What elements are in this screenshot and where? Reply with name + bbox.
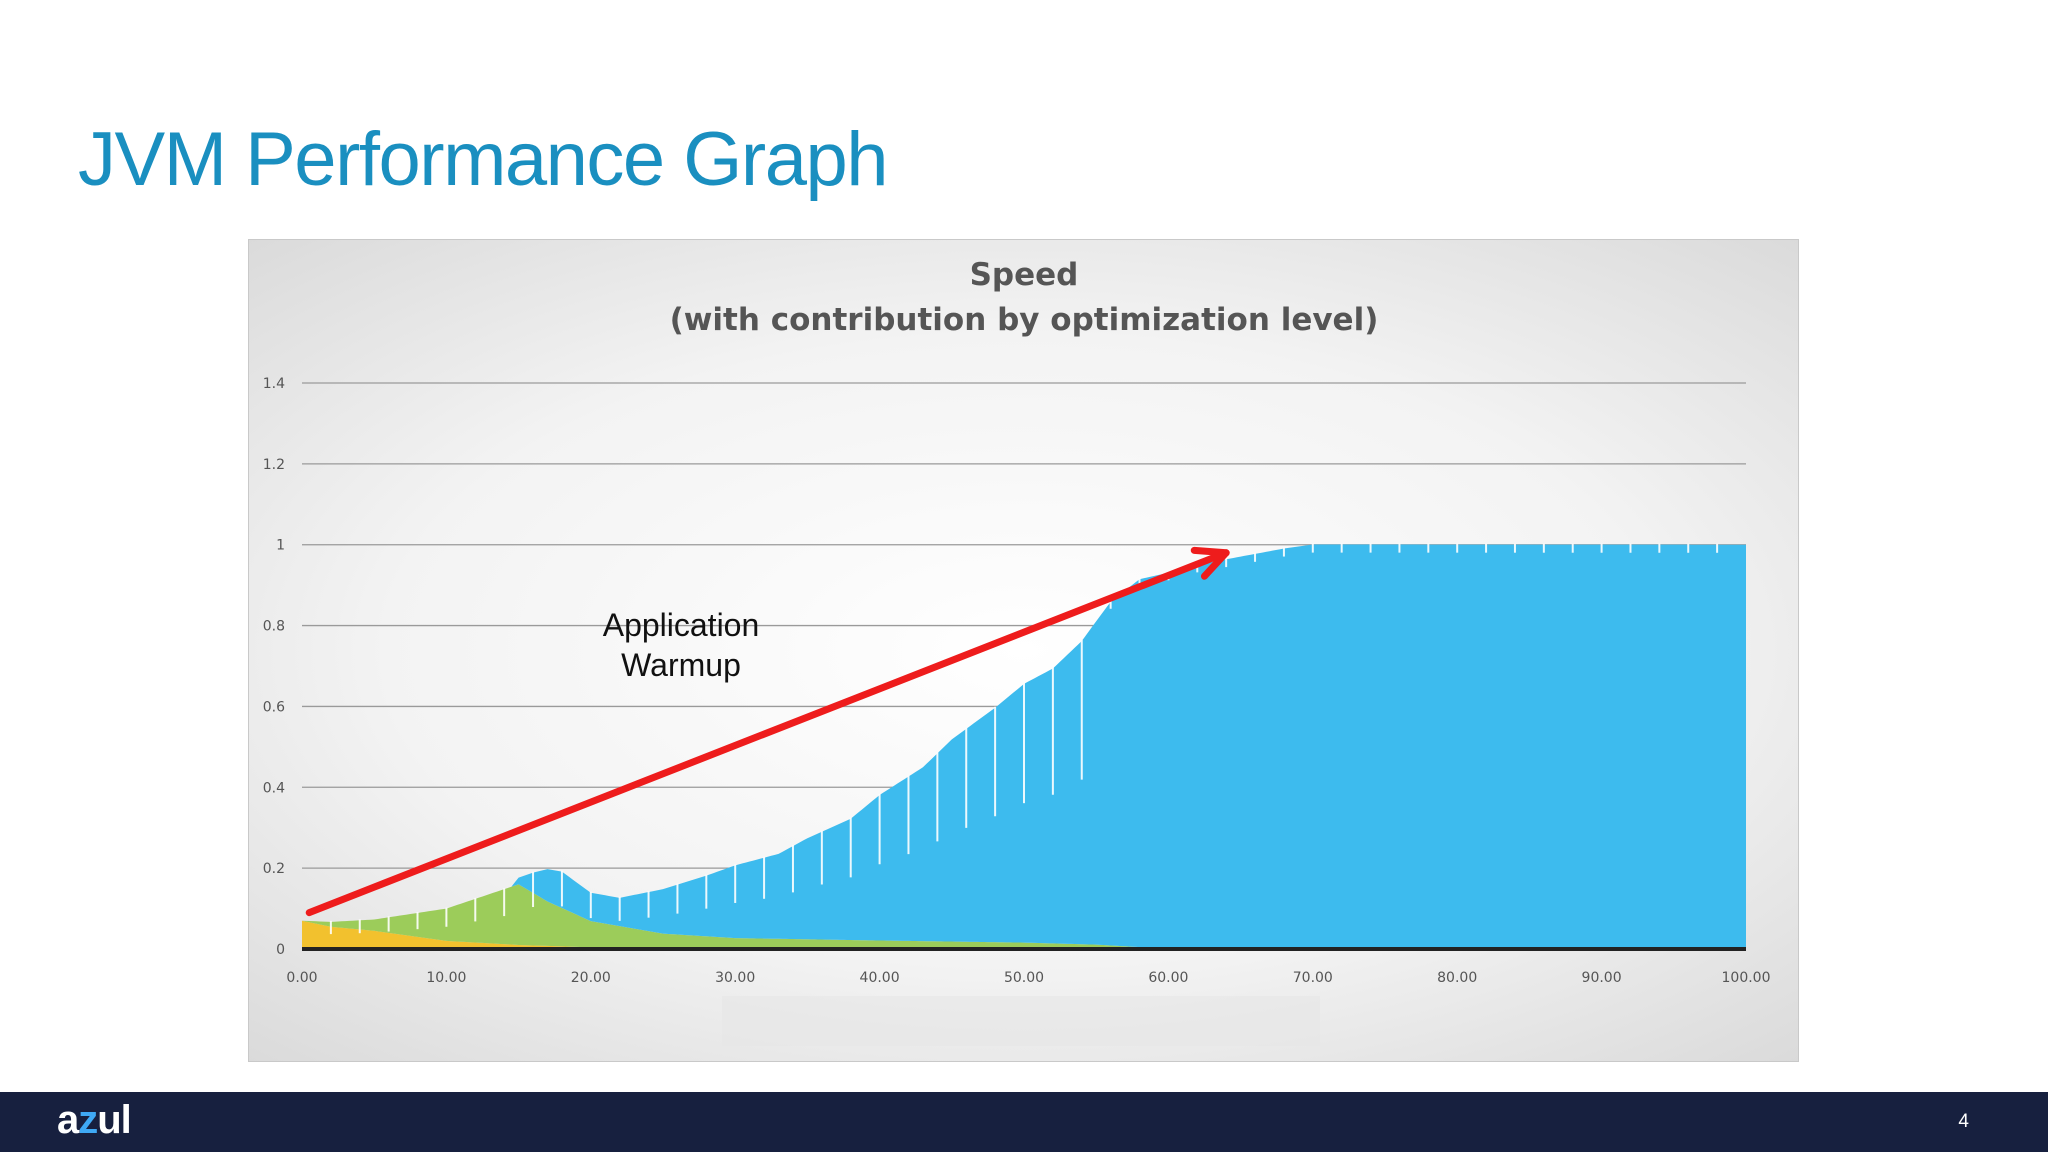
sample-stripes bbox=[329, 543, 1719, 935]
x-tick-label: 10.00 bbox=[426, 970, 466, 986]
x-tick-label: 90.00 bbox=[1582, 970, 1622, 986]
warmup-arrow-line bbox=[305, 549, 1230, 917]
caption-placeholder bbox=[722, 996, 1320, 1046]
y-tick-label: 1.4 bbox=[263, 376, 285, 392]
azul-logo: azul bbox=[57, 1098, 132, 1142]
chart-title: Speed bbox=[970, 257, 1079, 293]
x-tick-label: 70.00 bbox=[1293, 970, 1333, 986]
x-tick-label: 30.00 bbox=[715, 970, 755, 986]
speed-chart: Speed (with contribution by optimization… bbox=[263, 257, 1771, 1046]
x-tick-label: 40.00 bbox=[860, 970, 900, 986]
x-tick-label: 20.00 bbox=[571, 970, 611, 986]
annotations: Application Warmup bbox=[305, 546, 1230, 917]
chart-subtitle: (with contribution by optimization level… bbox=[670, 302, 1379, 338]
page-number: 4 bbox=[1958, 1111, 1969, 1132]
y-tick-label: 0 bbox=[276, 942, 285, 958]
chart-frame: Speed (with contribution by optimization… bbox=[248, 239, 1799, 1062]
slide-title: JVM Performance Graph bbox=[78, 117, 889, 202]
axes: 0 0.2 0.4 0.6 0.8 1 1.2 1.4 0.00 10.00 20.00 30.00 4… bbox=[263, 376, 1771, 986]
x-tick-label: 100.00 bbox=[1722, 970, 1771, 986]
y-tick-label: 0.6 bbox=[263, 699, 285, 715]
annotation-text-line1: Application bbox=[603, 607, 760, 643]
area-series-0 bbox=[302, 920, 1746, 949]
x-tick-label: 60.00 bbox=[1148, 970, 1188, 986]
x-tick-label: 0.00 bbox=[286, 970, 317, 986]
y-tick-label: 0.2 bbox=[263, 861, 285, 877]
y-tick-label: 0.8 bbox=[263, 619, 285, 635]
footer-bar: azul 4 bbox=[0, 1092, 2048, 1152]
warmup-arrow-head bbox=[1190, 546, 1230, 580]
y-tick-label: 0.4 bbox=[263, 780, 285, 796]
y-tick-label: 1.2 bbox=[263, 457, 285, 473]
annotation-text-line2: Warmup bbox=[621, 647, 741, 683]
y-tick-label: 1 bbox=[276, 538, 285, 554]
x-tick-label: 50.00 bbox=[1004, 970, 1044, 986]
x-tick-label: 80.00 bbox=[1437, 970, 1477, 986]
